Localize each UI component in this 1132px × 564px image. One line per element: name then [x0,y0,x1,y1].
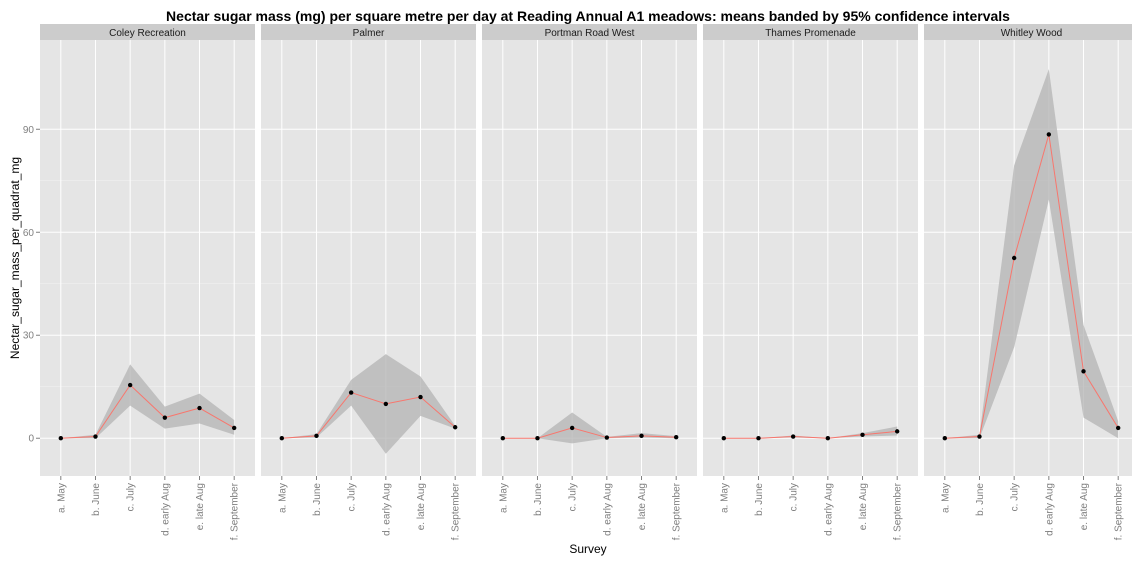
y-tick-label: 60 [23,228,35,239]
x-tick-label: b. June [975,483,986,516]
data-point [977,434,982,439]
x-tick-label: b. June [312,483,323,516]
x-tick-label: e. late Aug [637,483,648,530]
facet-strip-label: Coley Recreation [109,28,186,39]
x-tick-label: b. June [754,483,765,516]
data-point [1081,369,1086,374]
mean-line [502,427,677,439]
data-point [197,405,202,411]
data-point [452,425,458,430]
x-tick-label: d. early Aug [1044,483,1055,536]
panel-background [703,40,918,476]
facet-panel: Thames Promenade a. May b. June c. July d. e… [703,24,918,540]
data-point [279,436,285,441]
data-point [825,436,831,441]
x-tick-label: a. May [498,483,509,513]
x-tick-label: f. September [1114,482,1125,540]
facet-strip-label: Portman Road West [545,28,635,39]
confidence-band [281,354,456,454]
x-tick-label: a. May [277,483,288,513]
data-point [314,433,319,439]
facet-panel: Whitley Wood a. May b. June c. July d. early… [924,24,1132,540]
data-point [93,434,98,439]
data-point [639,433,644,439]
y-tick-label: 90 [23,125,35,136]
facet-strip [482,24,697,40]
data-point [756,436,761,441]
data-point [162,415,168,420]
x-tick-label: c. July [126,483,137,511]
facet-strip [703,24,918,40]
data-point [127,382,133,388]
data-point [348,390,354,395]
x-tick-label: d. early Aug [602,483,613,536]
x-tick-label: e. late Aug [195,483,206,530]
x-tick-label: d. early Aug [381,483,392,536]
x-tick-label: a. May [940,483,951,513]
y-tick-label: 30 [23,331,35,342]
x-tick-label: f. September [451,482,462,540]
data-point [418,394,423,400]
x-tick-label: e. late Aug [416,483,427,530]
data-point [383,401,389,407]
x-tick-label: e. late Aug [858,483,869,530]
y-axis-label: Nectar_sugar_mass_per_quadrat_mg [8,157,22,359]
x-axis-label: Survey [569,542,606,556]
x-tick-label: c. July [568,483,579,511]
facet-strip-label: Palmer [353,28,385,39]
data-point [58,436,64,441]
data-point [569,425,575,431]
y-axis: 0 30 60 90 [23,125,40,445]
x-tick-label: c. July [347,483,358,511]
facet-strip [261,24,476,40]
data-point [231,425,237,431]
facet-panel: Coley Recreation a. May b. June c. July d. e… [40,24,255,540]
data-point [1046,132,1052,137]
x-tick-label: f. September [672,482,683,540]
data-point [721,436,727,441]
mean-line [60,384,235,439]
facet-strip [924,24,1132,40]
x-tick-label: a. May [719,483,730,513]
facet-panel: Palmer a. May b. June c. July d. early Aug e.… [261,24,476,540]
x-tick-label: e. late Aug [1079,483,1090,530]
x-tick-label: f. September [230,482,241,540]
data-point [604,435,610,440]
facet-strip-label: Thames Promenade [765,28,856,39]
mean-line [723,430,898,439]
mean-line [944,134,1119,439]
data-point [535,436,540,441]
data-point [1011,255,1017,261]
data-point [860,432,865,438]
confidence-band [944,69,1119,439]
x-tick-label: c. July [789,483,800,511]
data-point [500,436,506,441]
chart-title: Nectar sugar mass (mg) per square metre … [166,8,1010,24]
x-tick-label: b. June [533,483,544,516]
x-tick-label: f. September [893,482,904,540]
panel-background [482,40,697,476]
x-tick-label: d. early Aug [823,483,834,536]
data-point [942,436,948,441]
data-point [894,429,900,434]
x-tick-label: a. May [56,483,67,513]
data-point [673,435,679,440]
mean-line [281,391,456,439]
x-tick-label: d. early Aug [160,483,171,536]
facet-strip-label: Whitley Wood [1001,28,1063,39]
facet-strip [40,24,255,40]
data-point [790,434,796,439]
data-point [1115,425,1121,431]
facet-panel: Portman Road West a. May b. June c. July d. … [482,24,697,540]
facet-panels: Coley Recreation a. May b. June c. July d. e… [40,24,1132,540]
x-tick-label: b. June [91,483,102,516]
y-tick-label: 0 [28,434,34,445]
x-tick-label: c. July [1010,483,1021,511]
